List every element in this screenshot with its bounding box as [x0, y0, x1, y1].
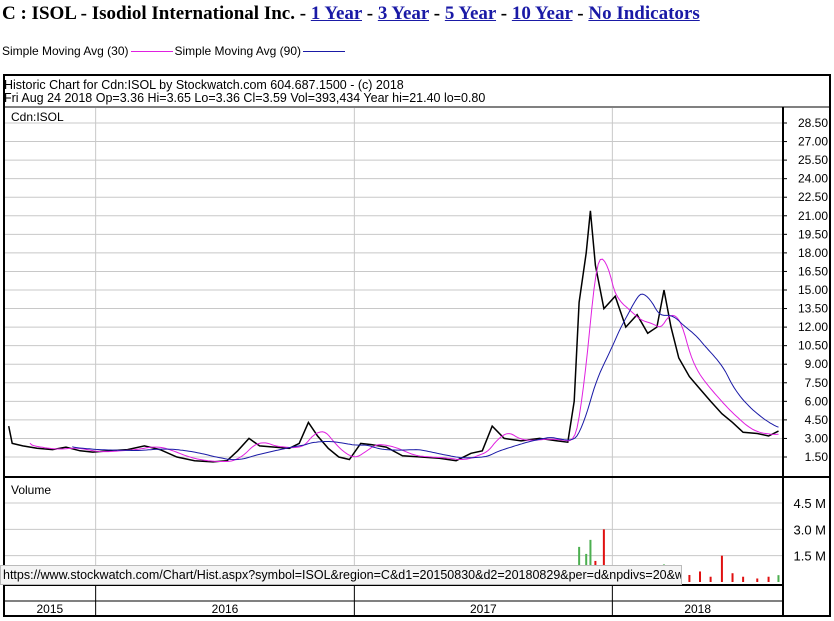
volume-bar [709, 576, 712, 582]
year-label-2016: 2016 [212, 602, 239, 616]
volume-tick-label: 3.0 M [793, 522, 826, 537]
price-tick-label: 22.50 [798, 190, 828, 204]
separator: - [294, 3, 311, 24]
volume-bar [578, 546, 581, 582]
legend-sma30-swatch [130, 51, 173, 53]
price-tick-label: 7.50 [805, 376, 829, 390]
volume-bar [742, 576, 745, 582]
link-no-indicators[interactable]: No Indicators [588, 3, 700, 24]
separator: - [362, 3, 378, 24]
volume-label: Volume [11, 483, 51, 497]
indicator-legend: Simple Moving Avg (30) Simple Moving Avg … [2, 44, 347, 58]
volume-bar [720, 555, 723, 582]
chart-header-line1: Historic Chart for Cdn:ISOL by Stockwatc… [4, 78, 404, 92]
price-tick-label: 24.00 [798, 172, 828, 186]
price-tick-label: 13.50 [798, 302, 828, 316]
volume-bar [731, 573, 734, 582]
volume-bar [767, 576, 770, 582]
price-line [7, 210, 779, 463]
page-title: C : ISOL - Isodiol International Inc. - … [2, 3, 700, 25]
sma90-line [72, 293, 779, 461]
volume-tick-label: 4.5 M [793, 496, 826, 511]
price-tick-label: 27.00 [798, 135, 828, 149]
volume-bar [589, 539, 592, 582]
price-tick-label: 1.50 [805, 450, 829, 464]
link-3-year[interactable]: 3 Year [377, 3, 430, 24]
price-tick-label: 16.50 [798, 264, 828, 278]
chart-header-line2: Fri Aug 24 2018 Op=3.36 Hi=3.65 Lo=3.36 … [4, 91, 486, 105]
stock-title: C : ISOL - Isodiol International Inc. [2, 3, 295, 24]
volume-bar [756, 578, 759, 582]
price-tick-label: 3.00 [805, 431, 829, 445]
link-1-year[interactable]: 1 Year [310, 3, 362, 24]
price-tick-label: 21.00 [798, 209, 828, 223]
status-bar-url: https://www.stockwatch.com/Chart/Hist.as… [0, 565, 682, 585]
chart-frame [3, 74, 831, 617]
price-tick-label: 9.00 [805, 357, 829, 371]
price-tick-label: 18.00 [798, 246, 828, 260]
volume-bar [688, 574, 691, 582]
volume-bar [699, 571, 702, 582]
symbol-label: Cdn:ISOL [11, 110, 64, 124]
separator: - [496, 3, 512, 24]
price-tick-label: 10.50 [798, 339, 828, 353]
price-tick-label: 25.50 [798, 153, 828, 167]
separator: - [429, 3, 445, 24]
price-tick-label: 6.00 [805, 394, 829, 408]
price-tick-label: 15.00 [798, 283, 828, 297]
link-5-year[interactable]: 5 Year [444, 3, 497, 24]
price-tick-label: 12.00 [798, 320, 828, 334]
sma30-line [29, 258, 779, 462]
year-label-2015: 2015 [36, 602, 63, 616]
year-label-2017: 2017 [470, 602, 497, 616]
volume-bar [602, 529, 605, 582]
price-tick-label: 4.50 [805, 413, 829, 427]
separator: - [572, 3, 589, 24]
legend-sma90-swatch [303, 51, 346, 53]
year-label-2018: 2018 [684, 602, 711, 616]
volume-bar [777, 575, 780, 582]
legend-sma30-label: Simple Moving Avg (30) [2, 44, 129, 58]
link-10-year[interactable]: 10 Year [511, 3, 573, 24]
price-tick-label: 28.50 [798, 116, 828, 130]
volume-tick-label: 1.5 M [793, 549, 826, 564]
price-tick-label: 19.50 [798, 227, 828, 241]
legend-sma90-label: Simple Moving Avg (90) [174, 44, 302, 58]
